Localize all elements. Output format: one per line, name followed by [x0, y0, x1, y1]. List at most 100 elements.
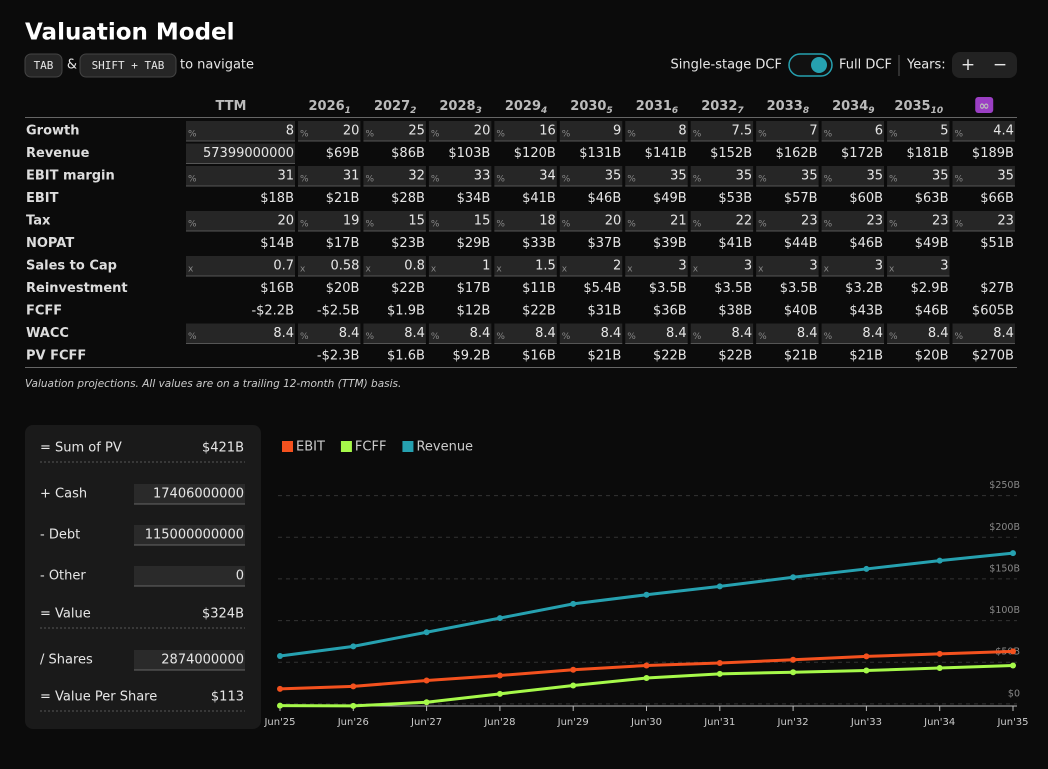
unit-label: % — [300, 130, 309, 140]
input-cell[interactable] — [887, 211, 950, 231]
input-cell[interactable] — [494, 121, 557, 141]
input-cell[interactable] — [887, 121, 950, 141]
input-cell[interactable] — [952, 323, 1015, 344]
cell-value: 8 — [678, 124, 686, 139]
input-cell[interactable] — [186, 166, 295, 186]
unit-label: x — [824, 265, 830, 275]
cell-value: 8.4 — [666, 326, 687, 341]
input-cell[interactable] — [821, 211, 885, 231]
input-cell[interactable] — [821, 323, 885, 344]
input-cell[interactable] — [625, 121, 688, 141]
input-cell[interactable] — [625, 256, 688, 276]
input-cell[interactable] — [494, 323, 557, 344]
input-cell[interactable] — [186, 143, 295, 164]
input-cell[interactable] — [494, 166, 557, 186]
input-cell[interactable] — [756, 256, 819, 276]
input-cell[interactable] — [559, 256, 623, 276]
input-cell[interactable] — [887, 256, 950, 276]
input-cell[interactable] — [690, 166, 754, 186]
input-cell[interactable] — [186, 256, 295, 276]
input-cell[interactable] — [494, 211, 557, 231]
cell-value: $60B — [849, 191, 883, 206]
column-header: 20349 — [832, 99, 874, 116]
input-cell[interactable] — [298, 211, 361, 231]
input-cell[interactable] — [298, 121, 361, 141]
column-header: 20316 — [636, 99, 678, 116]
cell-value: 8.4 — [470, 326, 491, 341]
input-cell[interactable] — [428, 166, 492, 186]
series-line — [279, 664, 1014, 708]
cell-value: $2.9B — [911, 281, 949, 296]
unit-label: % — [562, 130, 571, 140]
input-cell[interactable] — [559, 121, 623, 141]
input-cell[interactable] — [952, 121, 1015, 141]
cell-value: 23 — [801, 214, 818, 229]
data-point — [496, 672, 503, 679]
input-cell[interactable] — [428, 121, 492, 141]
input-cell[interactable] — [428, 256, 492, 276]
input-cell[interactable] — [298, 323, 361, 344]
mode-label[interactable]: Single-stage DCF — [671, 58, 782, 73]
summary-label: = Value Per Share — [40, 690, 157, 705]
input-cell[interactable] — [186, 323, 295, 344]
input-cell[interactable] — [363, 121, 426, 141]
input-cell[interactable] — [690, 323, 754, 344]
summary-value: 0 — [236, 569, 244, 584]
input-cell[interactable] — [821, 166, 885, 186]
input-cell[interactable] — [428, 211, 492, 231]
input-cell[interactable] — [690, 256, 754, 276]
input-cell[interactable] — [363, 211, 426, 231]
unit-label: % — [758, 130, 767, 140]
input-cell[interactable] — [690, 121, 754, 141]
input-cell[interactable] — [559, 166, 623, 186]
key-chip — [24, 53, 63, 78]
input-cell[interactable] — [690, 211, 754, 231]
input-cell[interactable] — [821, 256, 885, 276]
input-cell[interactable] — [363, 323, 426, 344]
input-cell[interactable] — [756, 166, 819, 186]
remove-year-button[interactable]: − — [993, 55, 1007, 75]
cell-value: 9 — [613, 124, 621, 139]
cell-value: 19 — [343, 214, 360, 229]
input-cell[interactable] — [821, 121, 885, 141]
input-cell[interactable] — [186, 121, 295, 141]
unit-label: x — [496, 265, 502, 275]
input-cell[interactable] — [887, 166, 950, 186]
column-subscript: 5 — [606, 106, 612, 116]
input-cell[interactable] — [559, 323, 623, 344]
input-cell[interactable] — [625, 323, 688, 344]
input-cell[interactable] — [298, 166, 361, 186]
input-cell[interactable] — [625, 166, 688, 186]
input-cell[interactable] — [428, 323, 492, 344]
cell-value: 20 — [343, 124, 360, 139]
input-cell[interactable] — [186, 211, 295, 231]
cell-value: 8 — [286, 124, 294, 139]
add-year-button[interactable]: + — [961, 55, 975, 75]
input-cell[interactable] — [363, 166, 426, 186]
summary-input[interactable] — [134, 525, 245, 545]
input-cell[interactable] — [756, 211, 819, 231]
mode-label[interactable]: Full DCF — [839, 58, 892, 73]
summary-input[interactable] — [134, 650, 245, 670]
input-cell[interactable] — [756, 121, 819, 141]
unit-label: % — [693, 332, 702, 342]
input-cell[interactable] — [298, 256, 361, 276]
data-point — [423, 699, 430, 706]
input-cell[interactable] — [952, 211, 1015, 231]
input-cell[interactable] — [363, 256, 426, 276]
input-cell[interactable] — [625, 211, 688, 231]
input-cell[interactable] — [887, 323, 950, 344]
summary-value: $324B — [202, 607, 244, 622]
years-label: Years: — [906, 58, 946, 73]
input-cell[interactable] — [756, 323, 819, 344]
unit-label: % — [188, 175, 197, 185]
column-subscript: 4 — [540, 106, 547, 116]
cell-value: 3 — [940, 259, 948, 274]
input-cell[interactable] — [952, 166, 1015, 186]
cell-value: 5 — [940, 124, 948, 139]
summary-input[interactable] — [134, 484, 245, 504]
summary-input[interactable] — [134, 566, 245, 586]
unit-label: x — [889, 265, 895, 275]
input-cell[interactable] — [559, 211, 623, 231]
input-cell[interactable] — [494, 256, 557, 276]
